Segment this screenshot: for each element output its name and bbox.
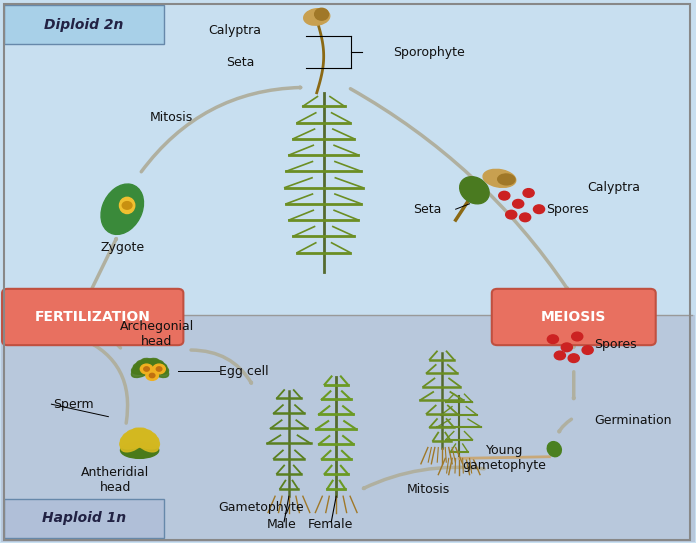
Ellipse shape	[101, 184, 143, 235]
Circle shape	[122, 201, 132, 209]
FancyArrowPatch shape	[191, 350, 251, 383]
Text: Young
gametophyte: Young gametophyte	[462, 444, 546, 472]
Circle shape	[153, 364, 166, 374]
Circle shape	[150, 374, 155, 377]
Ellipse shape	[120, 431, 157, 447]
Bar	[1, 315, 695, 542]
Ellipse shape	[547, 441, 562, 457]
Text: Spores: Spores	[594, 338, 638, 351]
FancyArrowPatch shape	[363, 468, 484, 489]
Circle shape	[561, 343, 572, 352]
Text: Gametophyte: Gametophyte	[219, 501, 304, 514]
Circle shape	[506, 210, 517, 219]
FancyBboxPatch shape	[4, 5, 164, 44]
Ellipse shape	[134, 361, 167, 373]
FancyArrowPatch shape	[141, 87, 301, 172]
Text: Calyptra: Calyptra	[208, 24, 261, 37]
Ellipse shape	[132, 360, 164, 374]
Text: MEIOSIS: MEIOSIS	[541, 310, 606, 324]
Bar	[1, 1, 695, 315]
Text: Mitosis: Mitosis	[150, 111, 193, 124]
FancyArrowPatch shape	[559, 419, 571, 432]
Ellipse shape	[120, 442, 159, 458]
Ellipse shape	[303, 9, 330, 25]
Ellipse shape	[459, 176, 489, 204]
Ellipse shape	[120, 197, 135, 213]
Ellipse shape	[123, 431, 159, 447]
Text: Spores: Spores	[546, 203, 589, 216]
Circle shape	[144, 367, 150, 371]
Text: Sperm: Sperm	[53, 397, 93, 411]
Ellipse shape	[483, 169, 516, 187]
Ellipse shape	[137, 360, 168, 374]
FancyBboxPatch shape	[2, 289, 183, 345]
Text: Female: Female	[308, 519, 354, 532]
Text: Mitosis: Mitosis	[406, 483, 450, 496]
Circle shape	[157, 367, 162, 371]
Ellipse shape	[315, 8, 329, 20]
FancyArrowPatch shape	[350, 89, 567, 288]
Text: Zygote: Zygote	[100, 241, 144, 254]
Text: Seta: Seta	[226, 56, 254, 70]
Text: Archegonial
head: Archegonial head	[120, 320, 194, 348]
Text: FERTILIZATION: FERTILIZATION	[34, 310, 150, 324]
Circle shape	[513, 199, 523, 208]
Ellipse shape	[131, 428, 159, 452]
Circle shape	[141, 364, 153, 374]
Text: Haploid 1n: Haploid 1n	[42, 512, 126, 526]
Ellipse shape	[132, 358, 159, 377]
FancyBboxPatch shape	[492, 289, 656, 345]
FancyArrowPatch shape	[93, 337, 120, 348]
Circle shape	[520, 213, 530, 222]
Ellipse shape	[127, 430, 159, 449]
Ellipse shape	[498, 174, 515, 185]
Text: Antheridial
head: Antheridial head	[81, 466, 150, 494]
Circle shape	[523, 188, 534, 197]
Text: Seta: Seta	[413, 203, 442, 216]
Ellipse shape	[141, 358, 168, 377]
Circle shape	[568, 354, 579, 363]
Text: Germination: Germination	[594, 414, 672, 427]
Circle shape	[554, 351, 565, 360]
FancyBboxPatch shape	[4, 499, 164, 538]
Text: Male: Male	[267, 519, 297, 532]
Text: Egg cell: Egg cell	[219, 365, 269, 378]
Circle shape	[547, 335, 558, 344]
Circle shape	[499, 191, 510, 200]
Ellipse shape	[120, 428, 148, 452]
Circle shape	[582, 346, 593, 355]
FancyArrowPatch shape	[82, 339, 127, 423]
Circle shape	[533, 205, 544, 213]
Text: Sporophyte: Sporophyte	[393, 46, 465, 59]
Circle shape	[571, 332, 583, 341]
Text: Calyptra: Calyptra	[587, 181, 640, 194]
FancyArrowPatch shape	[92, 239, 116, 288]
Ellipse shape	[120, 430, 152, 449]
Circle shape	[146, 371, 159, 380]
Text: Diploid 2n: Diploid 2n	[45, 17, 124, 31]
